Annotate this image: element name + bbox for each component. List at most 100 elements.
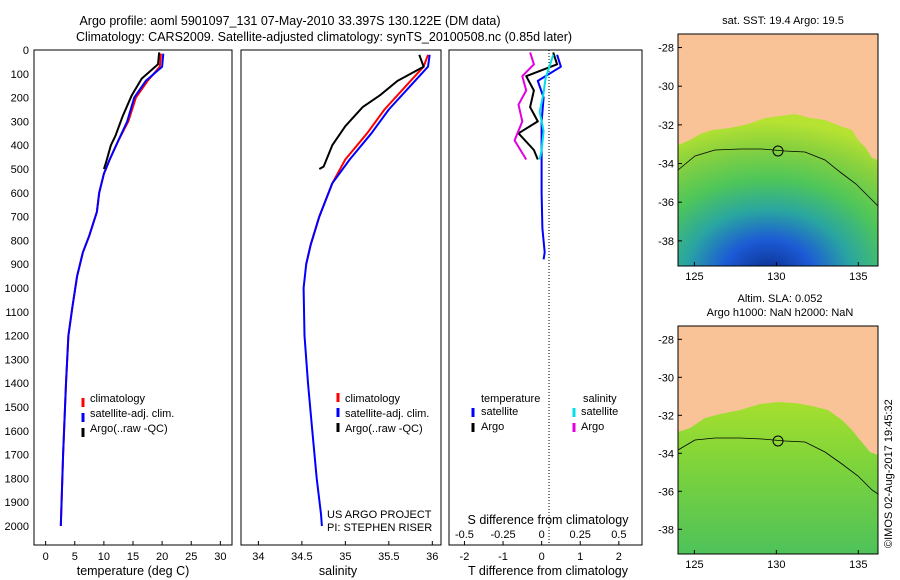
- series-line-argo-raw-qc-: [318, 54, 425, 170]
- depth-tick-label: 300: [11, 116, 29, 128]
- x2-tick-label: -0.5: [455, 529, 474, 541]
- depth-tick-label: 200: [11, 93, 29, 105]
- sst-map-lat-ticks: -28 -30 -32 -34 -36 -38: [658, 43, 682, 248]
- salinity-panel-frame: [240, 49, 442, 546]
- legend-label-satellite: satellite-adj. clim.: [90, 408, 174, 420]
- sla-float-marker: [772, 435, 784, 447]
- depth-tick-label: 1100: [5, 307, 29, 319]
- x-tick-label: 34.5: [291, 551, 312, 563]
- x-tick-label: 5: [72, 551, 78, 563]
- depth-tick-label: 400: [11, 140, 29, 152]
- depth-tick-label: 1700: [5, 450, 29, 462]
- lat-tick-label: -30: [658, 372, 674, 384]
- series-line-salinity-satellite: [538, 54, 555, 160]
- temperature-panel-frame: [33, 49, 233, 546]
- sla-map-title: Altim. SLA: 0.052: [738, 293, 823, 305]
- figure-title-line1: Argo profile: aoml 5901097_131 07-May-20…: [79, 14, 500, 28]
- sla-map-lon-ticks: 125 130 135: [685, 550, 868, 571]
- x-tick-label: 30: [214, 551, 226, 563]
- lat-tick-label: -28: [658, 43, 674, 55]
- x-tick-label: 20: [156, 551, 168, 563]
- legend-label-climatology: climatology: [90, 393, 146, 405]
- lat-tick-label: -32: [658, 120, 674, 132]
- x2-tick-label: 0.25: [570, 529, 591, 541]
- sla-map-subtitle: Argo h1000: NaN h2000: NaN: [707, 307, 854, 319]
- depth-tick-label: 800: [11, 235, 29, 247]
- series-line-satellite-adj-clim-: [59, 53, 165, 527]
- legend-label-argo: Argo(..raw -QC): [345, 423, 423, 435]
- sla-map-contour: [677, 437, 879, 495]
- project-annotation: US ARGO PROJECT: [327, 509, 432, 521]
- lat-tick-label: -34: [658, 448, 674, 460]
- lon-tick-label: 135: [849, 271, 867, 283]
- lat-tick-label: -36: [658, 486, 674, 498]
- difference-panel-frame: [448, 49, 643, 546]
- lon-tick-label: 130: [767, 559, 785, 571]
- depth-tick-label: 1500: [5, 402, 29, 414]
- lat-tick-label: -32: [658, 410, 674, 422]
- sla-map-frame: [677, 325, 879, 555]
- difference-legend: temperature satellite Argo salinity sate…: [471, 393, 618, 433]
- depth-tick-label: 1000: [5, 283, 29, 295]
- sst-map-ocean: [678, 114, 878, 266]
- salinity-panel: 34 34.5 35 35.5 36 climatology satellite-adj…: [240, 49, 442, 578]
- sla-map-ocean: [678, 402, 878, 554]
- depth-tick-label: 2000: [5, 521, 29, 533]
- x2-tick-label: -0.25: [491, 529, 516, 541]
- salinity-x-ticks: 34 34.5 35 35.5 36: [252, 541, 438, 563]
- legend-heading-salinity: salinity: [583, 393, 617, 405]
- sst-map-contour: [677, 148, 879, 207]
- lon-tick-label: 125: [685, 559, 703, 571]
- legend-label-argo: Argo(..raw -QC): [90, 423, 168, 435]
- legend-label-sal-satellite: satellite: [581, 406, 618, 418]
- lat-tick-label: -30: [658, 81, 674, 93]
- depth-tick-label: 600: [11, 188, 29, 200]
- x-tick-label: 0: [43, 551, 49, 563]
- lat-tick-label: -34: [658, 159, 674, 171]
- depth-axis: 0 100 200 300 400 500 600 700 800 900 1000 1100 1200…: [5, 45, 29, 533]
- depth-tick-label: 1600: [5, 426, 29, 438]
- depth-tick-label: 1400: [5, 378, 29, 390]
- depth-tick-label: 1300: [5, 354, 29, 366]
- x-tick-label: -1: [498, 551, 508, 563]
- lat-tick-label: -28: [658, 334, 674, 346]
- x-tick-label: 35.5: [378, 551, 399, 563]
- x-tick-label: 34: [252, 551, 264, 563]
- lon-tick-label: 135: [849, 559, 867, 571]
- depth-tick-label: 700: [11, 212, 29, 224]
- s-difference-label: S difference from climatology: [468, 513, 630, 527]
- x-tick-label: 2: [616, 551, 622, 563]
- x-tick-label: 35: [339, 551, 351, 563]
- temperature-panel: 0 5 10 15 20 25 30 climatology satellite-adj. …: [33, 49, 233, 578]
- sst-map-title: sat. SST: 19.4 Argo: 19.5: [722, 15, 844, 27]
- series-line-temperature-argo: [517, 52, 559, 160]
- sla-map-lat-ticks: -28 -30 -32 -34 -36 -38: [658, 334, 682, 536]
- legend-label-temp-satellite: satellite: [481, 406, 518, 418]
- salinity-x-label: salinity: [319, 564, 358, 578]
- depth-tick-label: 500: [11, 164, 29, 176]
- temperature-legend: climatology satellite-adj. clim. Argo(..…: [81, 393, 174, 437]
- depth-tick-label: 0: [23, 45, 29, 57]
- imos-credit: ©IMOS 02-Aug-2017 19:45:32: [883, 399, 895, 548]
- pi-annotation: PI: STEPHEN RISER: [327, 522, 432, 534]
- figure-title-line2: Climatology: CARS2009. Satellite-adjuste…: [76, 30, 572, 44]
- legend-label-satellite: satellite-adj. clim.: [345, 408, 429, 420]
- series-line-salinity-argo: [513, 52, 535, 161]
- depth-tick-label: 100: [11, 69, 29, 81]
- lat-tick-label: -36: [658, 197, 674, 209]
- salinity-legend: climatology satellite-adj. clim. Argo(..…: [336, 393, 429, 435]
- depth-tick-label: 1800: [5, 473, 29, 485]
- x-tick-label: 10: [98, 551, 110, 563]
- sst-map-frame: [677, 33, 879, 267]
- depth-tick-label: 1900: [5, 497, 29, 509]
- x-tick-label: 15: [127, 551, 139, 563]
- depth-tick-label: 900: [11, 259, 29, 271]
- lat-tick-label: -38: [658, 236, 674, 248]
- legend-label-climatology: climatology: [345, 393, 401, 405]
- series-line-argo-raw-qc-: [102, 52, 161, 170]
- x-tick-label: 0: [539, 551, 545, 563]
- legend-label-temp-argo: Argo: [481, 421, 504, 433]
- x2-tick-label: 0: [539, 529, 545, 541]
- difference-panel: temperature satellite Argo salinity sate…: [448, 49, 643, 578]
